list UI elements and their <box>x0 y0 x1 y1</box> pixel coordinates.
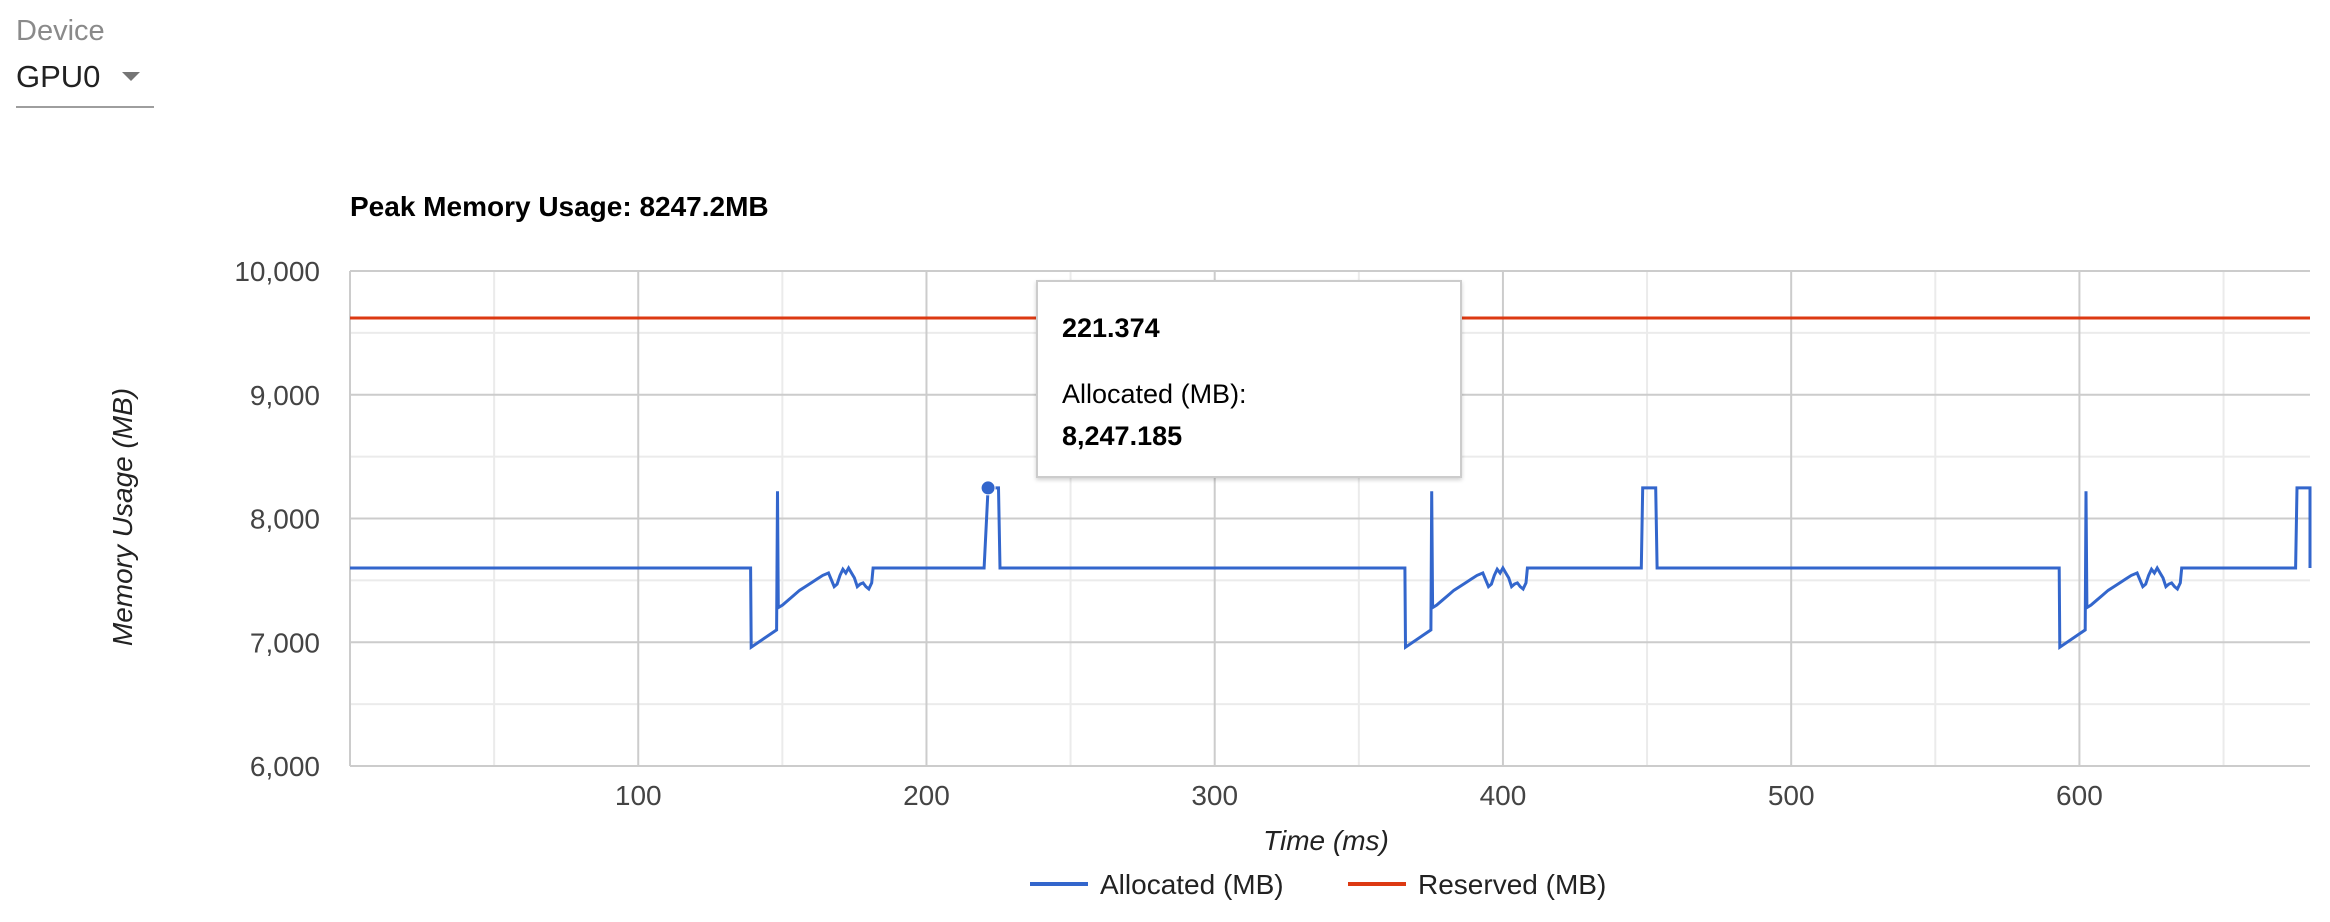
y-axis-label: Memory Usage (MB) <box>107 388 138 646</box>
hover-tooltip: 221.374 Allocated (MB): 8,247.185 <box>1036 280 1462 478</box>
device-value: GPU0 <box>16 59 101 94</box>
legend-label: Reserved (MB) <box>1418 869 1606 900</box>
device-dropdown[interactable]: GPU0 <box>16 54 154 108</box>
x-tick-label: 500 <box>1768 780 1815 811</box>
x-axis-label: Time (ms) <box>1263 825 1389 856</box>
x-tick-label: 100 <box>615 780 662 811</box>
tooltip-y-value: 8,247.185 <box>1062 421 1183 451</box>
legend-label: Allocated (MB) <box>1100 869 1284 900</box>
legend: Allocated (MB) Reserved (MB) <box>1030 869 1606 900</box>
x-tick-label: 200 <box>903 780 950 811</box>
chart-title: Peak Memory Usage: 8247.2MB <box>350 191 769 222</box>
chevron-down-icon[interactable] <box>122 72 140 81</box>
tooltip-series-label: Allocated (MB): <box>1062 379 1247 409</box>
y-tick-label: 10,000 <box>234 256 320 287</box>
device-select[interactable]: Device GPU0 <box>16 14 154 108</box>
x-tick-label: 600 <box>2056 780 2103 811</box>
x-axis-ticks: 100 200 300 400 500 600 <box>615 780 2103 811</box>
tooltip-x-value: 221.374 <box>1062 313 1160 343</box>
y-tick-label: 9,000 <box>250 380 320 411</box>
x-tick-label: 400 <box>1480 780 1527 811</box>
y-axis-ticks: 6,000 7,000 8,000 9,000 10,000 <box>234 256 320 782</box>
x-tick-label: 300 <box>1191 780 1238 811</box>
highlight-point <box>980 480 996 496</box>
series-line-allocated-mb <box>350 486 2312 651</box>
y-tick-label: 6,000 <box>250 751 320 782</box>
y-tick-label: 7,000 <box>250 627 320 658</box>
y-tick-label: 8,000 <box>250 504 320 535</box>
device-label: Device <box>16 15 105 47</box>
